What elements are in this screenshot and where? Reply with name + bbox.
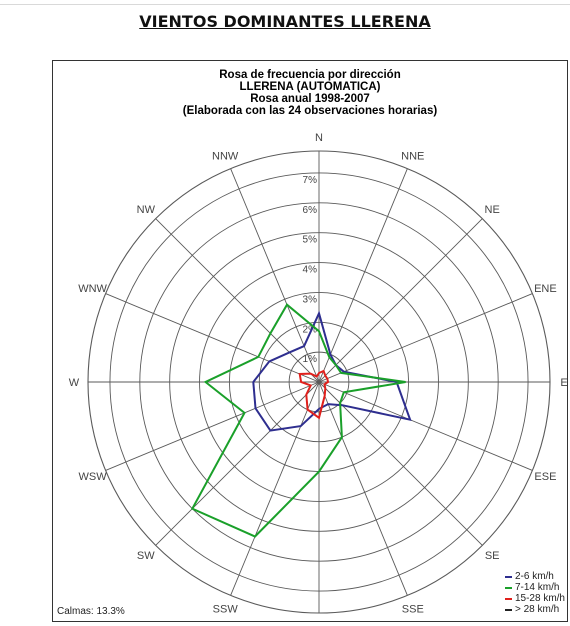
direction-label-e: E: [560, 377, 567, 389]
direction-label-ese: ESE: [534, 471, 556, 483]
calms-label: Calmas: 13.3%: [57, 606, 125, 617]
spoke-sw: [155, 381, 320, 546]
legend-label-7-14: 7-14 km/h: [514, 582, 560, 593]
legend-swatch-2-6: [504, 575, 512, 578]
legend-swatch-15-28: [504, 597, 512, 600]
spoke-ssw: [230, 381, 320, 596]
spoke-sse: [318, 381, 408, 596]
ring-label-2: 2%: [303, 324, 318, 335]
chart-title-block: Rosa de frecuencia por dirección LLERENA…: [53, 69, 567, 117]
ring-label-6: 6%: [303, 205, 318, 216]
chart-title-line-4: (Elaborada con las 24 observaciones hora…: [182, 105, 438, 117]
direction-label-ssw: SSW: [213, 603, 239, 615]
direction-label-sw: SW: [137, 550, 155, 562]
ring-label-5: 5%: [303, 235, 318, 246]
direction-label-wnw: WNW: [78, 283, 107, 295]
direction-label-nnw: NNW: [212, 151, 239, 163]
legend-item-gt-28: > 28 km/h: [504, 604, 565, 615]
chart-title-line-2: LLERENA (AUTOMATICA): [239, 81, 381, 93]
spoke-wsw: [105, 381, 320, 471]
legend-item-2-6: 2-6 km/h: [504, 571, 565, 582]
legend-item-7-14: 7-14 km/h: [504, 582, 565, 593]
ring-label-4: 4%: [303, 265, 318, 276]
direction-label-ene: ENE: [534, 283, 557, 295]
series-line-7-14-km-h: [190, 303, 406, 538]
direction-label-sse: SSE: [402, 603, 424, 615]
legend-swatch-7-14: [504, 586, 512, 589]
legend-label-15-28: 15-28 km/h: [514, 593, 565, 604]
spoke-ene: [318, 293, 533, 383]
spoke-nne: [318, 168, 408, 383]
ring-label-1: 1%: [303, 354, 318, 365]
direction-label-nne: NNE: [401, 151, 424, 163]
legend-label-gt-28: > 28 km/h: [514, 604, 560, 615]
direction-label-wsw: WSW: [79, 471, 108, 483]
spoke-nw: [155, 218, 320, 383]
page-heading: VIENTOS DOMINANTES LLERENA: [139, 12, 431, 31]
direction-label-w: W: [69, 377, 80, 389]
wind-rose-chart: 1%2%3%4%5%6%7%NNNENEENEEESESESSESSSWSWWS…: [69, 132, 567, 615]
direction-label-se: SE: [485, 550, 500, 562]
legend-item-15-28: 15-28 km/h: [504, 593, 565, 604]
direction-label-ne: NE: [485, 204, 500, 216]
chart-title-line-1: Rosa de frecuencia por dirección: [219, 69, 401, 81]
chart-title-line-3: Rosa anual 1998-2007: [250, 93, 370, 105]
spoke-ese: [318, 381, 533, 471]
legend-label-2-6: 2-6 km/h: [514, 571, 554, 582]
spoke-ne: [318, 218, 483, 383]
chart-frame: Rosa de frecuencia por dirección LLERENA…: [52, 60, 568, 622]
chart-legend: 2-6 km/h 7-14 km/h 15-28 km/h > 28 km/h: [504, 571, 565, 615]
top-rule: [0, 4, 570, 5]
spoke-wnw: [105, 293, 320, 383]
ring-label-3: 3%: [303, 294, 318, 305]
direction-label-nw: NW: [137, 204, 156, 216]
ring-label-7: 7%: [303, 175, 318, 186]
direction-label-n: N: [315, 132, 323, 144]
legend-swatch-gt-28: [504, 608, 512, 611]
spoke-se: [318, 381, 483, 546]
